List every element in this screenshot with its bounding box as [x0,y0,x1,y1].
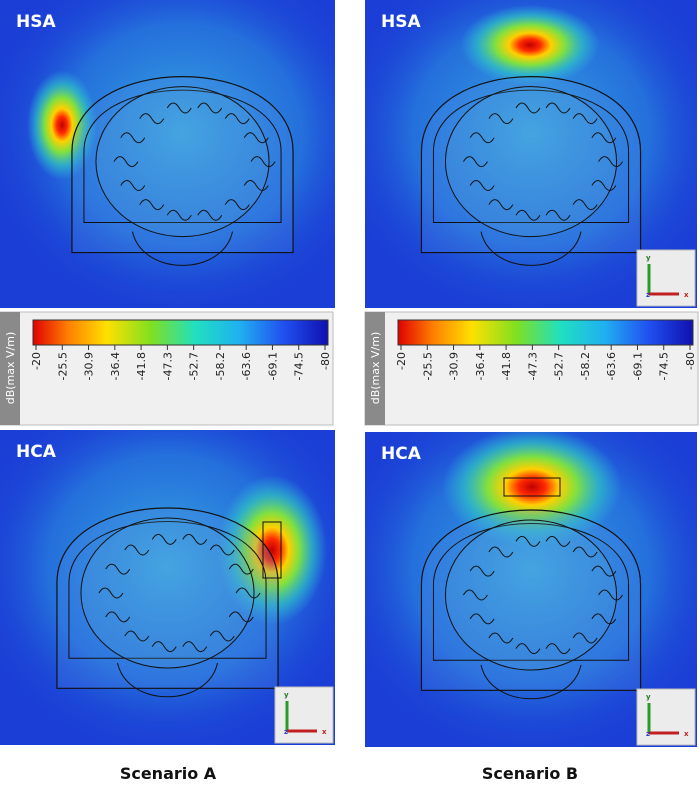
colorbar-unit: dB(max V/m) [369,332,382,405]
source-hotspot [460,5,600,85]
cerebellum [132,231,233,266]
field-panel: HSA [0,0,335,308]
unit-strip [365,312,385,425]
field-halo [0,0,335,308]
axis-x-label: x [684,291,689,299]
antenna-box [262,521,282,579]
colorbar-tick-label: -63.6 [605,352,618,380]
colorbar-tick-label: -74.5 [293,352,306,380]
scenario-caption: Scenario B [482,764,578,783]
colorbar: dB(max V/m) -20 -25.5 -30.9 -36.4 -41.8 -47.3 -… [0,311,334,426]
axis-triad-box [274,686,334,744]
skull-outline [83,89,282,224]
axis-x-label: x [322,728,327,736]
axis-triad-box [636,249,696,307]
colorbar-tick-label: -69.1 [631,352,644,380]
brain-folds [463,535,623,655]
colorbar-tick-label: -41.8 [135,352,148,380]
colorbar-scale [32,319,329,346]
brain-outline [80,517,255,669]
field-panel: HCA y x z [0,430,335,745]
colorbar-tick-label: -20 [395,352,408,370]
colorbar-tick-label: -80 [319,352,332,370]
antenna-box [503,477,561,497]
axis-y-label: y [646,693,651,701]
colorbar-tick-label: -69.1 [266,352,279,380]
colorbar-tick-label: -36.4 [474,352,487,380]
brain-outline [444,519,618,671]
head-outline [71,76,294,254]
axis-z-label: z [284,728,288,736]
unit-strip [0,312,20,425]
panel-label: HCA [381,444,422,464]
field-panel: HCA y x z [365,432,697,747]
source-hotspot [217,475,327,625]
brain-outline [444,86,618,238]
colorbar-tick-label: -58.2 [579,352,592,380]
colorbar-tick-label: -30.9 [83,352,96,380]
colorbar-tick-label: -41.8 [500,352,513,380]
colorbar-tick-label: -74.5 [658,352,671,380]
skull-outline [432,523,630,661]
brain-folds [113,102,276,221]
axis-z-label: z [646,730,650,738]
colorbar-unit: dB(max V/m) [4,332,17,405]
scenario-caption: Scenario A [120,764,217,783]
axis-triad-box [636,688,696,746]
colorbar-tick-label: -36.4 [109,352,122,380]
skull-outline [432,89,630,224]
colorbar-tick-label: -30.9 [448,352,461,380]
head-outline [420,76,642,254]
field-halo [365,0,697,308]
panel-label: HSA [16,12,56,32]
head-outline [56,507,279,689]
colorbar-tick-label: -58.2 [214,352,227,380]
panel-label: HSA [381,12,421,32]
axis-y-label: y [646,254,651,262]
source-hotspot [27,70,97,180]
cerebellum [480,231,582,266]
panel-label: HCA [16,442,57,462]
colorbar-tick-label: -47.3 [526,352,539,380]
field-panel: HSA y x z [365,0,697,308]
colorbar-tick-label: -20 [30,352,43,370]
colorbar-tick-label: -25.5 [421,352,434,380]
colorbar-tick-label: -63.6 [240,352,253,380]
colorbar-tick-label: -52.7 [553,352,566,380]
colorbar-tick-label: -25.5 [56,352,69,380]
colorbar: dB(max V/m) -20 -25.5 -30.9 -36.4 -41.8 -47.3 -… [364,311,699,426]
colorbar-tick-label: -47.3 [161,352,174,380]
brain-outline [95,86,270,238]
colorbar-tick-label: -80 [684,352,697,370]
cerebellum [480,664,582,700]
source-hotspot [442,432,622,547]
brain-folds [463,102,623,221]
axis-x-label: x [684,730,689,738]
colorbar-scale [397,319,694,346]
colorbar-tick-label: -52.7 [188,352,201,380]
head-outline [420,509,642,691]
axis-z-label: z [646,291,650,299]
skull-outline [68,521,267,659]
cerebellum [117,662,218,698]
brain-folds [98,533,261,653]
axis-y-label: y [284,691,289,699]
